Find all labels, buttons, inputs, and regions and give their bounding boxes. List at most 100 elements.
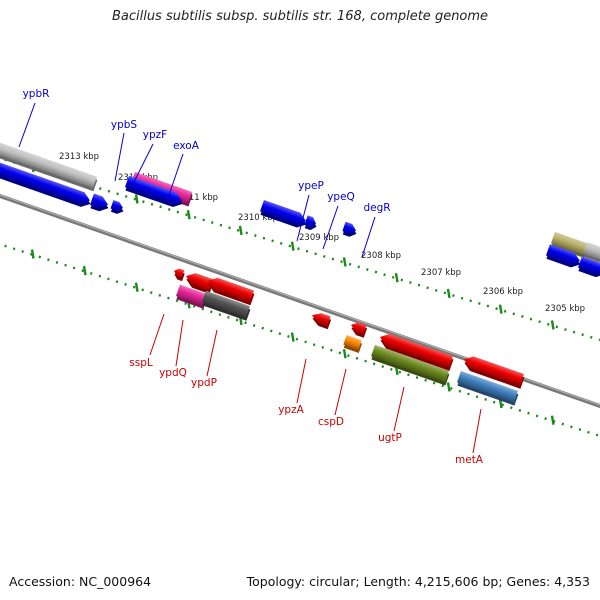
gene-label-ypzF: ypzF <box>143 129 167 141</box>
scale-tick-label: 2311 kbp <box>178 193 218 203</box>
scale-tick <box>134 282 139 292</box>
gene-feature <box>350 322 368 338</box>
gene-feature <box>207 277 255 306</box>
label-leader <box>149 313 165 356</box>
label-leader <box>472 408 482 454</box>
gene-feature-body <box>311 313 331 326</box>
label-leader <box>175 319 184 367</box>
gene-feature <box>311 313 332 330</box>
gene-feature-body <box>186 273 213 291</box>
scale-tick <box>290 332 295 342</box>
gene-features <box>0 139 600 409</box>
gene-feature-body <box>0 139 97 188</box>
gene-feature-body <box>546 244 581 265</box>
gene-feature-body <box>379 333 453 368</box>
scale-tick <box>550 320 555 330</box>
gene-feature <box>457 370 519 406</box>
gene-feature-body <box>342 221 357 234</box>
label-leader <box>361 216 376 258</box>
gene-label-ypdP: ypdP <box>191 377 217 389</box>
gene-feature-body <box>371 344 449 383</box>
scale-tick <box>446 288 451 299</box>
gene-feature-body <box>583 242 600 261</box>
gene-label-ypbS: ypbS <box>111 119 138 131</box>
scale-tick <box>134 194 139 204</box>
gene-feature-body <box>176 284 207 306</box>
gene-label-exoA: exoA <box>173 140 200 152</box>
scale-tick <box>82 265 87 276</box>
gene-feature <box>546 244 581 268</box>
gene-feature <box>202 290 251 321</box>
gene-feature <box>578 256 600 278</box>
gene-feature <box>371 344 450 386</box>
gene-feature-body <box>125 175 182 204</box>
gene-feature <box>379 333 454 371</box>
label-leader <box>167 153 184 199</box>
gene-feature-body <box>578 256 600 274</box>
gene-label-ypdQ: ypdQ <box>159 367 187 379</box>
gene-feature-body <box>0 159 90 204</box>
scale-tick <box>186 209 191 220</box>
scale-tick <box>550 415 555 425</box>
gene-feature <box>176 284 208 309</box>
gene-feature <box>186 273 214 294</box>
label-leader <box>334 368 347 416</box>
gene-label-sspL: sspL <box>129 357 153 369</box>
scale-tick-label: 2308 kbp <box>361 251 401 261</box>
label-leader <box>114 132 125 182</box>
label-leader <box>18 102 36 148</box>
scale-tick-label: 2305 kbp <box>545 304 585 314</box>
gene-label-ugtP: ugtP <box>378 432 402 444</box>
scale-tick <box>342 257 347 267</box>
gene-feature-body <box>304 215 317 227</box>
label-leader <box>130 143 154 189</box>
label-leader-lines <box>18 102 482 454</box>
gene-label-metA: metA <box>455 454 484 466</box>
gene-feature-body <box>110 199 124 211</box>
gene-label-ypeP: ypeP <box>298 180 324 192</box>
accession-text: Accession: NC_000964 <box>9 574 152 589</box>
scale-tick <box>446 382 451 392</box>
scale-tick <box>498 304 503 314</box>
gene-feature <box>464 356 525 389</box>
gene-feature <box>260 200 307 228</box>
gene-feature <box>125 175 183 208</box>
gene-label-ypzA: ypzA <box>278 404 304 416</box>
gene-label-ypbR: ypbR <box>23 88 50 100</box>
gene-feature <box>342 221 357 237</box>
gene-feature <box>343 335 363 354</box>
scale-tick-label: 2310 kbp <box>238 213 278 223</box>
gene-label-degR: degR <box>363 202 390 214</box>
gene-feature-body <box>551 231 587 255</box>
scale-tick <box>342 349 347 359</box>
gene-feature <box>0 139 98 192</box>
label-leader <box>296 358 307 404</box>
gene-feature-body <box>207 277 254 302</box>
gene-feature <box>0 159 91 207</box>
gene-feature <box>551 231 588 258</box>
scale-tick-label: 2309 kbp <box>299 233 339 243</box>
gene-feature-body <box>457 370 518 403</box>
label-leader <box>296 194 310 242</box>
gene-feature-body <box>343 335 362 350</box>
scale-tick-label: 2307 kbp <box>421 268 461 278</box>
gene-feature-body <box>464 356 524 386</box>
gene-label-cspD: cspD <box>318 416 344 428</box>
gene-feature <box>90 193 109 212</box>
label-leader <box>206 329 218 377</box>
genome-summary-text: Topology: circular; Length: 4,215,606 bp… <box>246 574 590 589</box>
gene-feature <box>110 199 124 214</box>
gene-feature-body <box>90 193 109 208</box>
gene-feature-body <box>260 200 307 225</box>
gene-feature <box>304 215 317 231</box>
genome-title: Bacillus subtilis subsp. subtilis str. 1… <box>111 9 489 24</box>
gene-feature-body <box>350 322 367 335</box>
gene-label-ypeQ: ypeQ <box>327 191 355 203</box>
gene-feature-body <box>174 268 185 278</box>
label-leader <box>322 205 339 250</box>
scale-tick-label: 2306 kbp <box>483 287 523 297</box>
scale-tick-label: 2313 kbp <box>59 152 99 162</box>
scale-tick <box>290 241 295 251</box>
